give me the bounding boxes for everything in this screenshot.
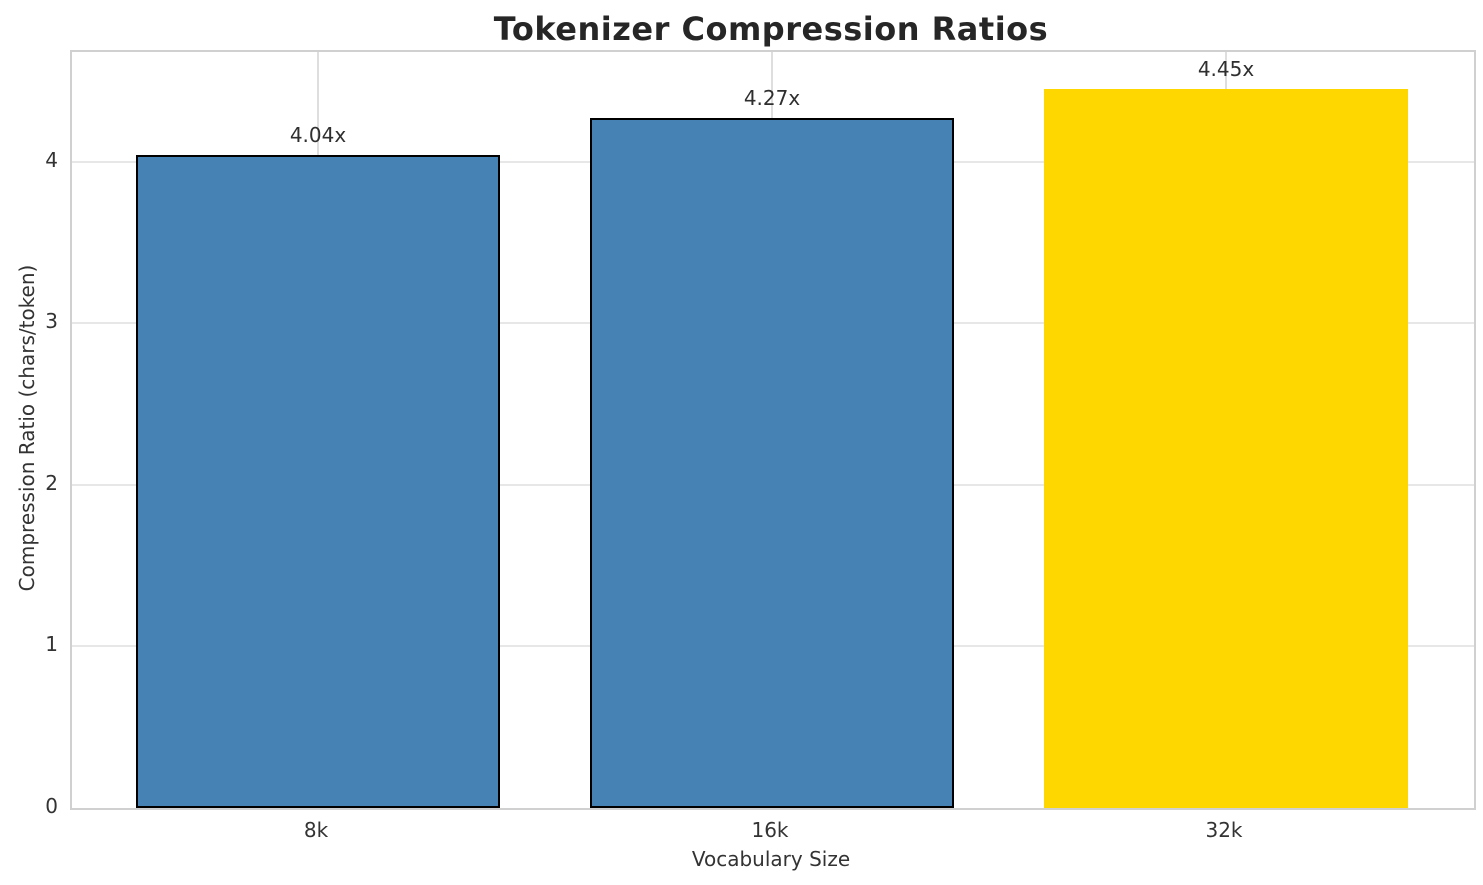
bar-32k: [1044, 89, 1408, 808]
y-tick-label: 1: [45, 632, 58, 657]
bar-value-label: 4.45x: [1197, 57, 1255, 82]
plot-area: 4.04x 4.27x 4.45x: [70, 50, 1476, 810]
y-tick-label: 0: [45, 794, 58, 818]
bar-value-label: 4.27x: [743, 86, 801, 111]
y-tick-label: 3: [45, 309, 58, 334]
x-axis-label: Vocabulary Size: [691, 847, 851, 871]
chart-title: Tokenizer Compression Ratios: [493, 10, 1049, 48]
bar-16k: [590, 118, 954, 808]
x-tick-label: 8k: [303, 818, 329, 842]
bar-8k: [136, 155, 500, 808]
x-tick-label: 16k: [751, 818, 789, 842]
y-tick-label: 2: [45, 470, 58, 495]
x-tick-label: 32k: [1205, 818, 1243, 842]
y-tick-label: 4: [45, 147, 58, 172]
bar-value-label: 4.04x: [289, 123, 347, 148]
y-axis-label: Compression Ratio (chars/token): [15, 264, 39, 592]
